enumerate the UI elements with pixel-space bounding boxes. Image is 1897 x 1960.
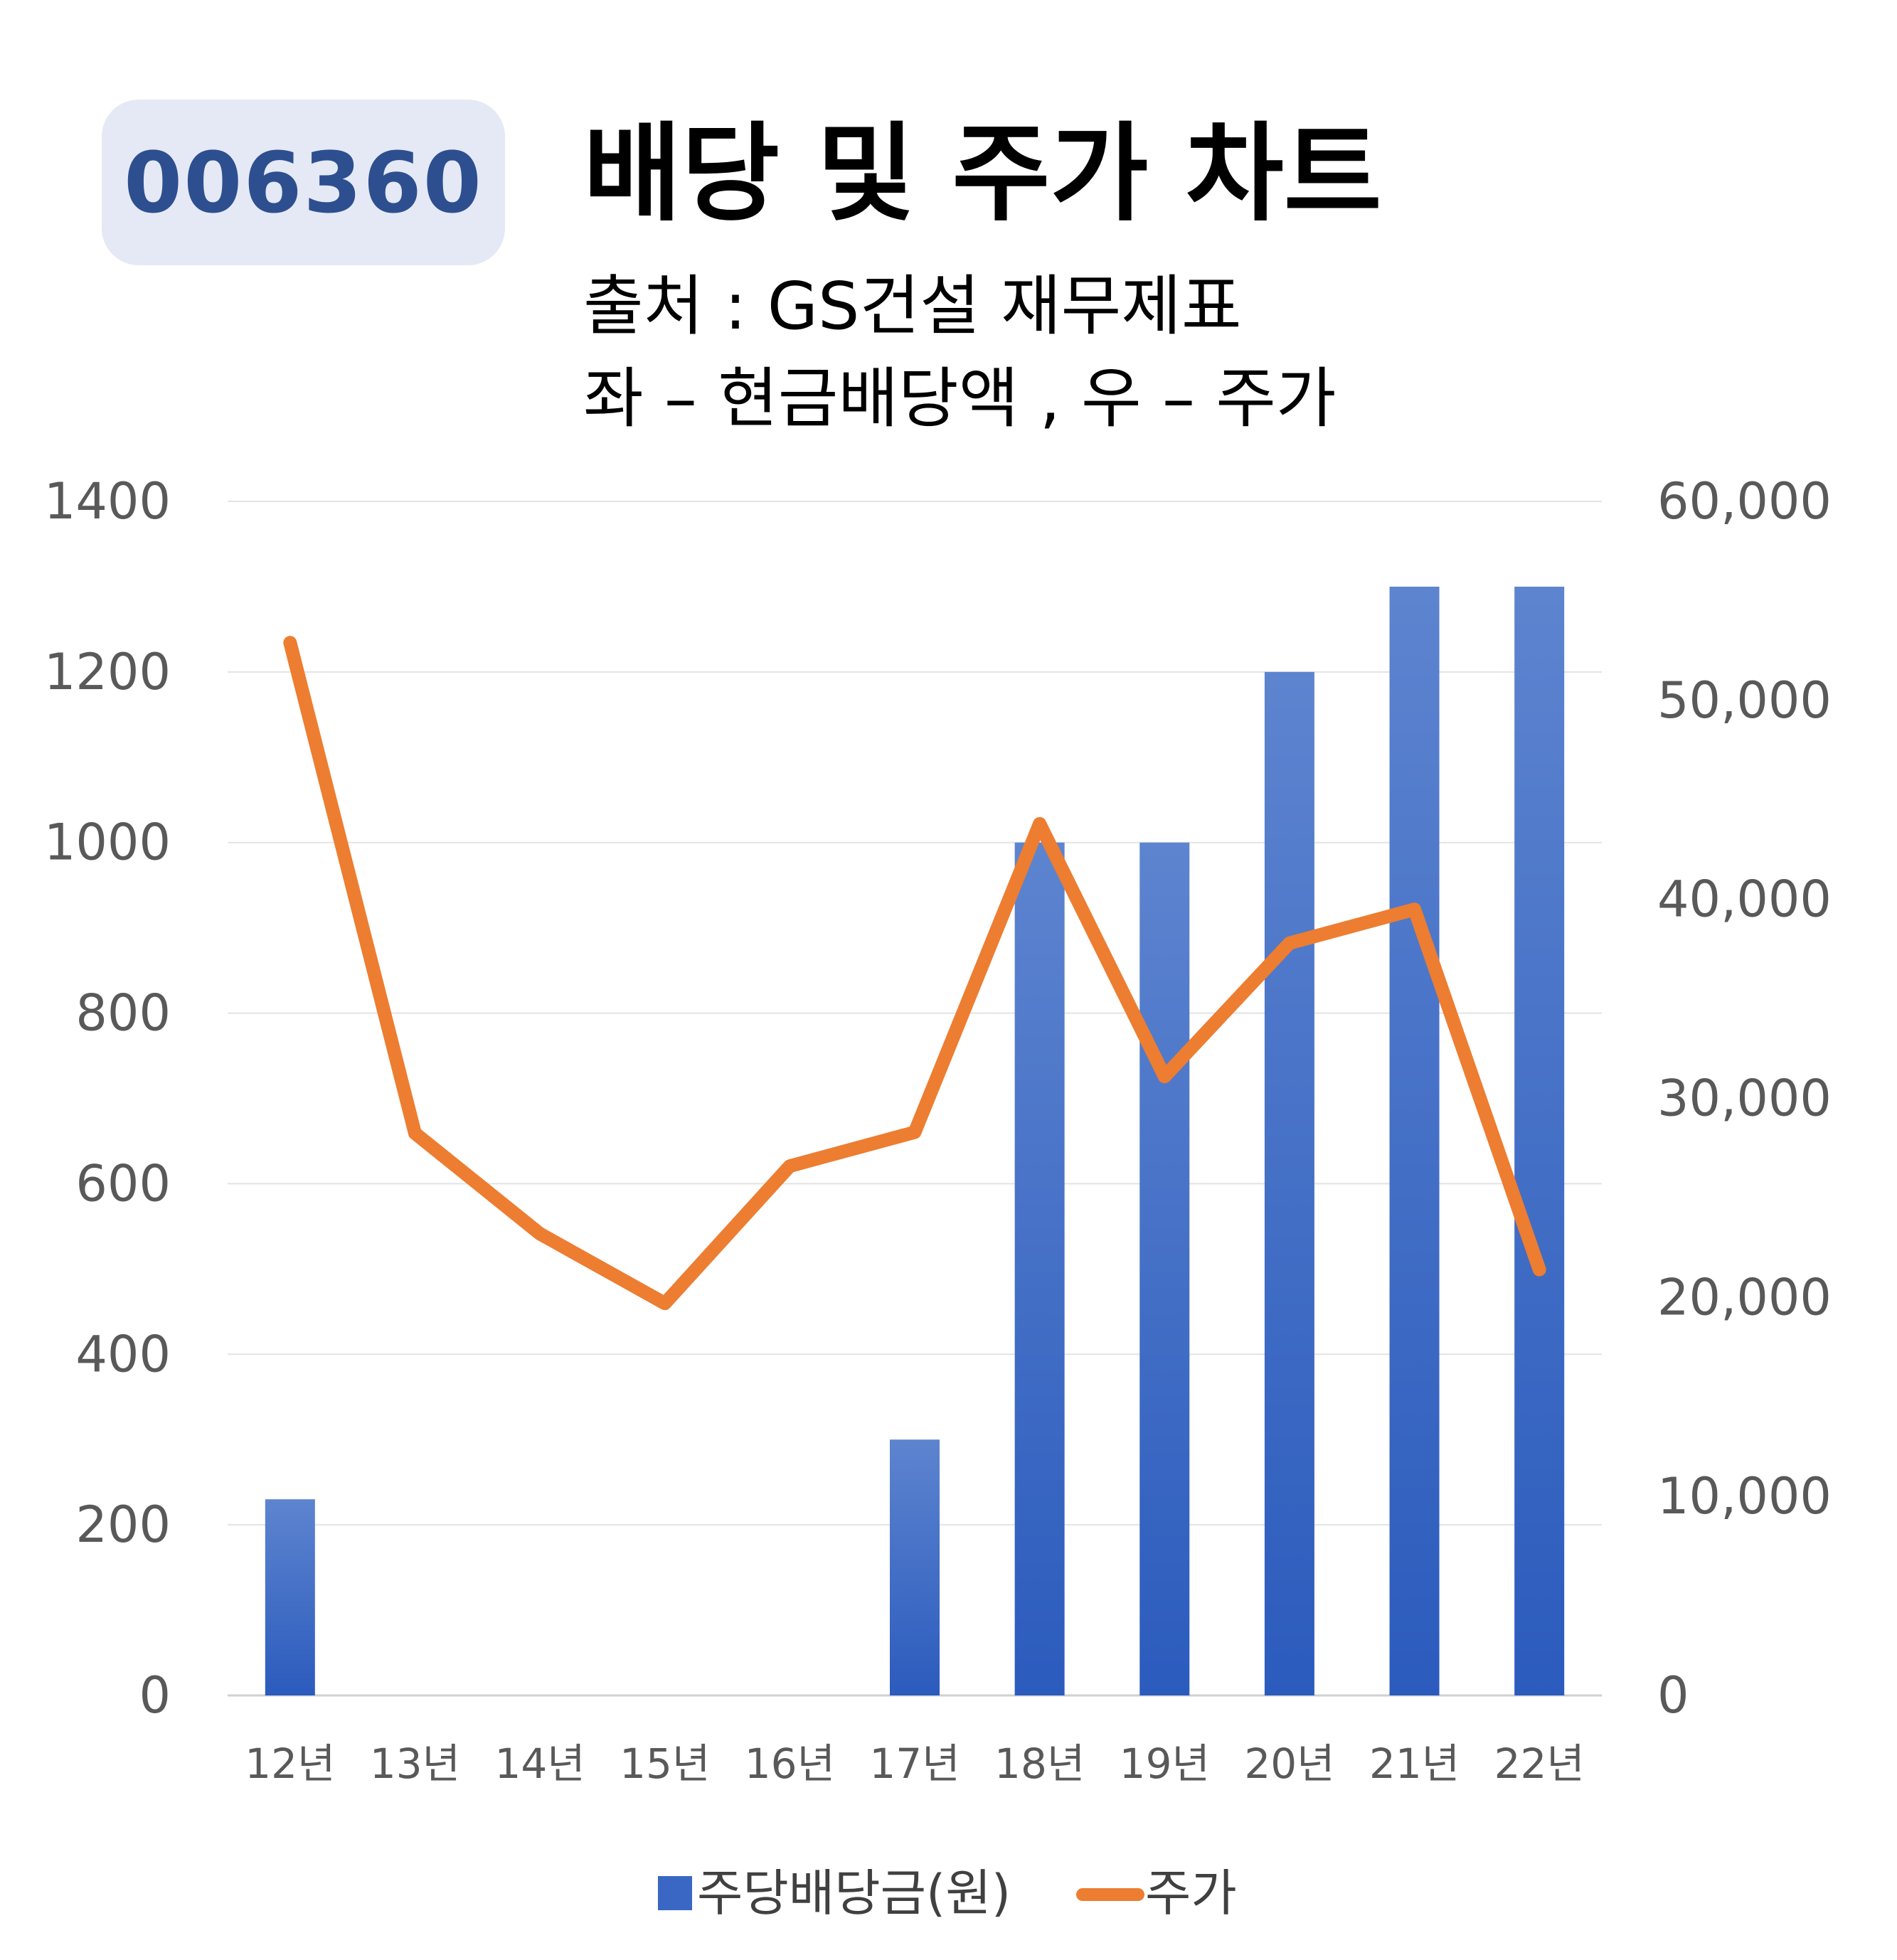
bar — [1139, 842, 1190, 1695]
price-point — [908, 1126, 921, 1139]
price-point — [658, 1296, 671, 1310]
x-tick-label: 18년 — [994, 1740, 1085, 1788]
line-series — [283, 636, 1546, 1311]
bar-series — [265, 586, 1565, 1695]
price-point — [1408, 902, 1421, 916]
ticker-badge: 006360 — [102, 100, 505, 265]
left-tick-label: 800 — [75, 984, 171, 1043]
left-tick-label: 0 — [139, 1666, 171, 1725]
left-tick-label: 400 — [75, 1325, 171, 1383]
x-tick-label: 19년 — [1120, 1740, 1210, 1788]
right-tick-label: 0 — [1657, 1666, 1689, 1725]
x-axis: 12년 13년 14년 15년 16년 17년 18년 19년 20년 21년 22년 — [245, 1740, 1585, 1788]
legend-bar-swatch — [658, 1876, 692, 1910]
left-tick-label: 1400 — [44, 472, 171, 531]
price-point — [1033, 817, 1046, 831]
price-line — [283, 636, 1546, 1311]
x-tick-label: 13년 — [370, 1740, 460, 1788]
x-tick-label: 16년 — [745, 1740, 835, 1788]
x-tick-label: 22년 — [1494, 1740, 1585, 1788]
x-tick-label: 14년 — [495, 1740, 585, 1788]
right-tick-label: 10,000 — [1657, 1467, 1832, 1525]
x-tick-label: 21년 — [1369, 1740, 1460, 1788]
price-point — [1158, 1070, 1171, 1083]
bar — [1264, 671, 1314, 1695]
right-tick-label: 30,000 — [1657, 1070, 1832, 1128]
legend-line-label: 주가 — [1145, 1864, 1237, 1922]
price-point — [283, 636, 297, 649]
left-tick-label: 1200 — [44, 643, 171, 701]
legend-bar-label: 주당배당금(원) — [697, 1864, 1011, 1922]
price-point — [533, 1227, 547, 1240]
left-tick-label: 1000 — [44, 814, 171, 872]
bar — [1514, 586, 1565, 1695]
left-axis: 0 200 400 600 800 1000 1200 1400 — [44, 472, 171, 1725]
x-tick-label: 17년 — [869, 1740, 960, 1788]
bar — [265, 1499, 315, 1695]
right-tick-label: 50,000 — [1657, 671, 1832, 730]
right-tick-label: 60,000 — [1657, 472, 1832, 531]
price-point — [408, 1127, 422, 1140]
legend: 주당배당금(원) 주가 — [658, 1864, 1237, 1922]
bar — [1389, 586, 1440, 1695]
price-point — [783, 1159, 797, 1173]
right-axis: 0 10,000 20,000 30,000 40,000 50,000 60,000 — [1657, 472, 1832, 1725]
bar — [1014, 842, 1065, 1695]
chart-title: 배당 및 주가 차트 — [583, 112, 1382, 236]
source-note: 출처 : GS건설 재무제표 — [583, 268, 1242, 344]
x-tick-label: 12년 — [245, 1740, 335, 1788]
right-tick-label: 20,000 — [1657, 1268, 1832, 1326]
right-tick-label: 40,000 — [1657, 870, 1832, 929]
axis-note: 좌 – 현금배당액 , 우 – 주가 — [583, 361, 1337, 437]
bar — [890, 1439, 940, 1695]
x-tick-label: 15년 — [620, 1740, 710, 1788]
x-tick-label: 20년 — [1244, 1740, 1334, 1788]
price-point — [1282, 937, 1296, 950]
left-tick-label: 600 — [75, 1154, 171, 1213]
price-point — [1533, 1263, 1546, 1277]
left-tick-label: 200 — [75, 1496, 171, 1554]
